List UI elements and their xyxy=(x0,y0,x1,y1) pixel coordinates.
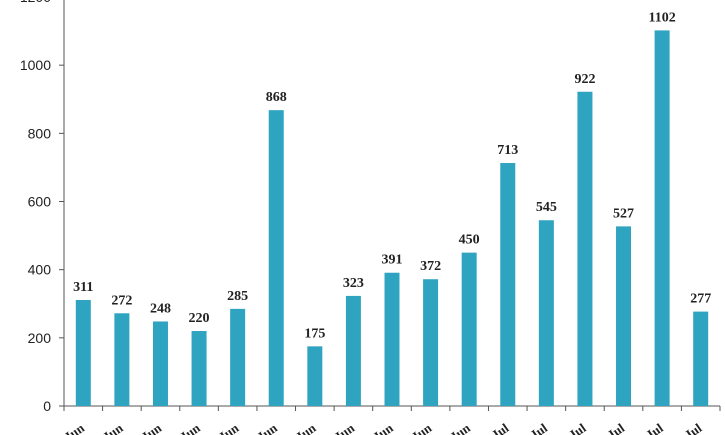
bar-value-label: 1102 xyxy=(649,10,676,25)
bar xyxy=(191,331,207,406)
bar xyxy=(268,110,284,406)
y-tick-label: 1000 xyxy=(20,57,51,73)
y-tick-label: 0 xyxy=(43,398,51,414)
x-category-label: Jun xyxy=(331,420,357,435)
x-category-label: Jun xyxy=(61,420,87,435)
bar-value-label: 545 xyxy=(536,200,557,215)
bar-value-label: 527 xyxy=(613,206,634,221)
data-labels: 311 272 248 220 285 868 175 323 391 372 450 713 545 9… xyxy=(73,10,711,341)
bar-value-label: 713 xyxy=(497,143,518,158)
y-tick-label: 600 xyxy=(28,194,52,210)
bar xyxy=(307,346,323,406)
x-category-label: Jul xyxy=(643,420,666,435)
bar xyxy=(230,308,246,406)
x-category-label: Jun xyxy=(100,420,126,435)
bar xyxy=(500,162,516,406)
x-category-label: Jun xyxy=(447,420,473,435)
bar-value-label: 272 xyxy=(111,293,132,308)
x-category-label: Jul xyxy=(566,420,589,435)
x-category-label: Jun xyxy=(370,420,396,435)
bar-value-label: 220 xyxy=(189,311,210,326)
x-category-label: Jul xyxy=(489,420,512,435)
y-tick-label: 400 xyxy=(28,262,52,278)
bar xyxy=(114,313,130,406)
bar xyxy=(654,30,670,406)
bar-value-label: 391 xyxy=(382,253,403,268)
x-category-label: Jul xyxy=(527,420,550,435)
bar-value-label: 922 xyxy=(574,72,595,87)
x-category-label: Jun xyxy=(254,420,280,435)
bars xyxy=(75,30,709,407)
bar xyxy=(577,91,593,407)
bar xyxy=(693,311,709,406)
bar xyxy=(75,300,91,406)
x-category-label: Jul xyxy=(682,420,705,435)
x-axis: Jun Jun Jun Jun Jun Jun Jun Jun Jun Jun Jun Jul Jul J… xyxy=(61,405,721,435)
y-tick-label: 1200 xyxy=(20,0,51,5)
bar-value-label: 248 xyxy=(150,301,171,316)
bar xyxy=(616,226,632,406)
y-tick-label: 200 xyxy=(28,330,52,346)
x-category-label: Jun xyxy=(293,420,319,435)
bar xyxy=(384,272,400,406)
x-category-label: Jun xyxy=(409,420,435,435)
bar xyxy=(345,295,361,406)
y-tick-label: 800 xyxy=(28,125,52,141)
bar xyxy=(423,279,439,406)
y-axis: 0 200 400 600 800 1000 1200 xyxy=(20,0,65,414)
bar-value-label: 175 xyxy=(304,326,325,341)
bar-value-label: 277 xyxy=(690,292,711,307)
bar-value-label: 285 xyxy=(227,289,248,304)
x-category-label: Jun xyxy=(177,420,203,435)
bar-value-label: 311 xyxy=(73,280,93,295)
bar xyxy=(152,321,168,406)
bar xyxy=(538,220,554,406)
bar xyxy=(461,252,477,406)
bar-value-label: 323 xyxy=(343,276,364,291)
bar-value-label: 450 xyxy=(459,233,480,248)
x-category-label: Jun xyxy=(138,420,164,435)
x-category-label: Jun xyxy=(216,420,242,435)
bar-value-label: 868 xyxy=(266,90,287,105)
x-category-label: Jul xyxy=(604,420,627,435)
bar-value-label: 372 xyxy=(420,259,441,274)
